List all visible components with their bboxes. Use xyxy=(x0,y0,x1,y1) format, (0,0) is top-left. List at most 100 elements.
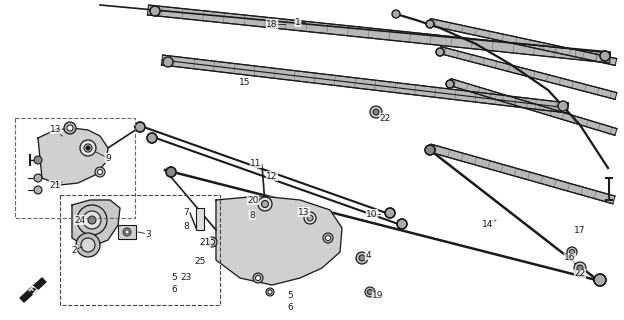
Circle shape xyxy=(268,290,272,294)
Text: 14: 14 xyxy=(482,220,494,228)
Text: 8: 8 xyxy=(249,211,255,220)
Text: 13: 13 xyxy=(51,124,62,133)
Circle shape xyxy=(436,48,444,56)
Polygon shape xyxy=(162,55,568,113)
Text: 22: 22 xyxy=(574,269,586,278)
Text: 25: 25 xyxy=(194,258,206,267)
Circle shape xyxy=(323,233,333,243)
Polygon shape xyxy=(38,128,108,185)
Text: 7: 7 xyxy=(183,207,189,217)
Text: 12: 12 xyxy=(266,172,278,180)
Circle shape xyxy=(86,146,90,150)
Polygon shape xyxy=(20,278,46,302)
Circle shape xyxy=(210,239,215,244)
Circle shape xyxy=(81,238,95,252)
Text: 8: 8 xyxy=(183,221,189,230)
Polygon shape xyxy=(147,5,610,63)
Circle shape xyxy=(34,174,42,182)
Circle shape xyxy=(365,287,375,297)
Text: 21: 21 xyxy=(49,180,61,189)
Text: 3: 3 xyxy=(145,229,151,238)
Circle shape xyxy=(392,10,400,18)
Circle shape xyxy=(570,250,575,254)
Circle shape xyxy=(163,57,173,67)
Circle shape xyxy=(577,265,583,271)
Circle shape xyxy=(76,233,100,257)
Circle shape xyxy=(426,20,434,28)
Circle shape xyxy=(368,290,373,294)
Text: 15: 15 xyxy=(239,77,251,86)
Circle shape xyxy=(326,236,331,241)
Circle shape xyxy=(88,216,96,224)
Polygon shape xyxy=(216,196,342,285)
Circle shape xyxy=(373,109,379,115)
Bar xyxy=(60,195,220,305)
Circle shape xyxy=(123,228,131,236)
Polygon shape xyxy=(449,79,617,135)
Circle shape xyxy=(266,288,274,296)
Circle shape xyxy=(84,144,92,152)
Circle shape xyxy=(147,133,157,143)
Circle shape xyxy=(370,106,382,118)
Text: 13: 13 xyxy=(298,207,310,217)
Bar xyxy=(118,225,136,239)
Text: 1: 1 xyxy=(295,18,301,27)
Text: 5: 5 xyxy=(171,274,177,283)
Circle shape xyxy=(385,208,395,218)
Text: 22: 22 xyxy=(379,114,391,123)
Circle shape xyxy=(446,80,454,88)
Text: 2: 2 xyxy=(71,245,77,254)
Circle shape xyxy=(67,125,73,131)
Text: 4: 4 xyxy=(365,251,371,260)
Text: 20: 20 xyxy=(247,196,259,204)
Text: 9: 9 xyxy=(105,154,111,163)
Circle shape xyxy=(207,237,217,247)
Text: 17: 17 xyxy=(574,226,586,235)
Circle shape xyxy=(135,122,145,132)
Circle shape xyxy=(558,101,568,111)
Polygon shape xyxy=(429,144,615,204)
Circle shape xyxy=(307,215,313,221)
Circle shape xyxy=(77,205,107,235)
Circle shape xyxy=(359,255,365,261)
Circle shape xyxy=(304,212,316,224)
Circle shape xyxy=(594,274,606,286)
Text: 19: 19 xyxy=(373,292,384,300)
Circle shape xyxy=(83,211,101,229)
Text: FR.: FR. xyxy=(25,284,43,302)
Text: 11: 11 xyxy=(250,158,261,167)
Circle shape xyxy=(261,201,268,207)
Circle shape xyxy=(397,219,407,229)
Bar xyxy=(15,118,135,218)
Circle shape xyxy=(34,186,42,194)
Text: 23: 23 xyxy=(180,274,192,283)
Circle shape xyxy=(166,167,176,177)
Circle shape xyxy=(64,122,76,134)
Circle shape xyxy=(600,51,610,61)
Circle shape xyxy=(425,145,435,155)
Text: 21: 21 xyxy=(199,237,211,246)
Circle shape xyxy=(150,6,160,16)
Circle shape xyxy=(95,167,105,177)
Circle shape xyxy=(34,156,42,164)
Circle shape xyxy=(125,230,129,234)
Circle shape xyxy=(80,140,96,156)
Circle shape xyxy=(356,252,368,264)
Bar xyxy=(196,208,204,230)
Text: 24: 24 xyxy=(74,215,85,225)
Text: 16: 16 xyxy=(564,253,576,262)
Polygon shape xyxy=(439,47,617,100)
Circle shape xyxy=(258,197,272,211)
Circle shape xyxy=(567,247,577,257)
Polygon shape xyxy=(429,19,617,65)
Circle shape xyxy=(253,273,263,283)
Circle shape xyxy=(574,262,586,274)
Text: 6: 6 xyxy=(287,303,293,313)
Text: 10: 10 xyxy=(366,210,378,219)
Text: 5: 5 xyxy=(287,291,293,300)
Text: 18: 18 xyxy=(266,20,278,28)
Text: 6: 6 xyxy=(171,285,177,294)
Polygon shape xyxy=(72,200,120,248)
Circle shape xyxy=(255,276,260,281)
Circle shape xyxy=(97,170,102,174)
